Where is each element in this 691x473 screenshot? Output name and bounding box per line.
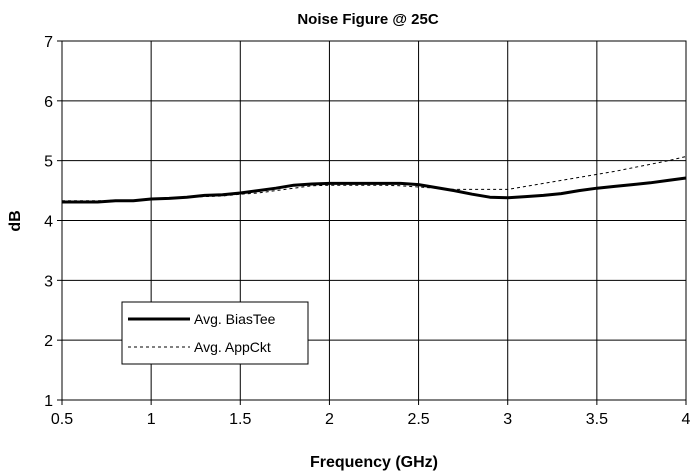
x-tick-label: 3	[503, 411, 512, 428]
y-tick-label: 3	[44, 273, 53, 290]
series-line-avg-biastee	[62, 176, 687, 204]
series-lines	[62, 156, 687, 204]
x-axis-title: Frequency (GHz)	[310, 454, 438, 471]
y-tick-label: 1	[44, 393, 53, 410]
legend: Avg. BiasTee Avg. AppCkt	[121, 301, 309, 365]
legend-box	[121, 301, 309, 365]
series-line-avg-appckt	[62, 156, 687, 202]
x-tick-label: 2.5	[407, 411, 429, 428]
y-axis-title: dB	[7, 210, 24, 231]
y-tick-label: 5	[44, 154, 53, 171]
legend-label-avg-appckt: Avg. AppCkt	[194, 339, 271, 355]
y-tick-label: 4	[44, 214, 53, 231]
y-tick-label: 6	[44, 94, 53, 111]
x-tick-label: 3.5	[586, 411, 608, 428]
x-tick-label: 0.5	[51, 411, 73, 428]
y-tick-label: 2	[44, 333, 53, 350]
x-tick-label: 1	[147, 411, 156, 428]
plot-area-frame	[61, 40, 687, 401]
x-tick-label: 4	[682, 411, 691, 428]
x-tick-label: 2	[325, 411, 334, 428]
legend-label-avg-biastee: Avg. BiasTee	[194, 311, 276, 327]
y-tick-label: 7	[44, 34, 53, 51]
chart-title: Noise Figure @ 25C	[297, 11, 438, 28]
x-tick-label: 1.5	[229, 411, 251, 428]
